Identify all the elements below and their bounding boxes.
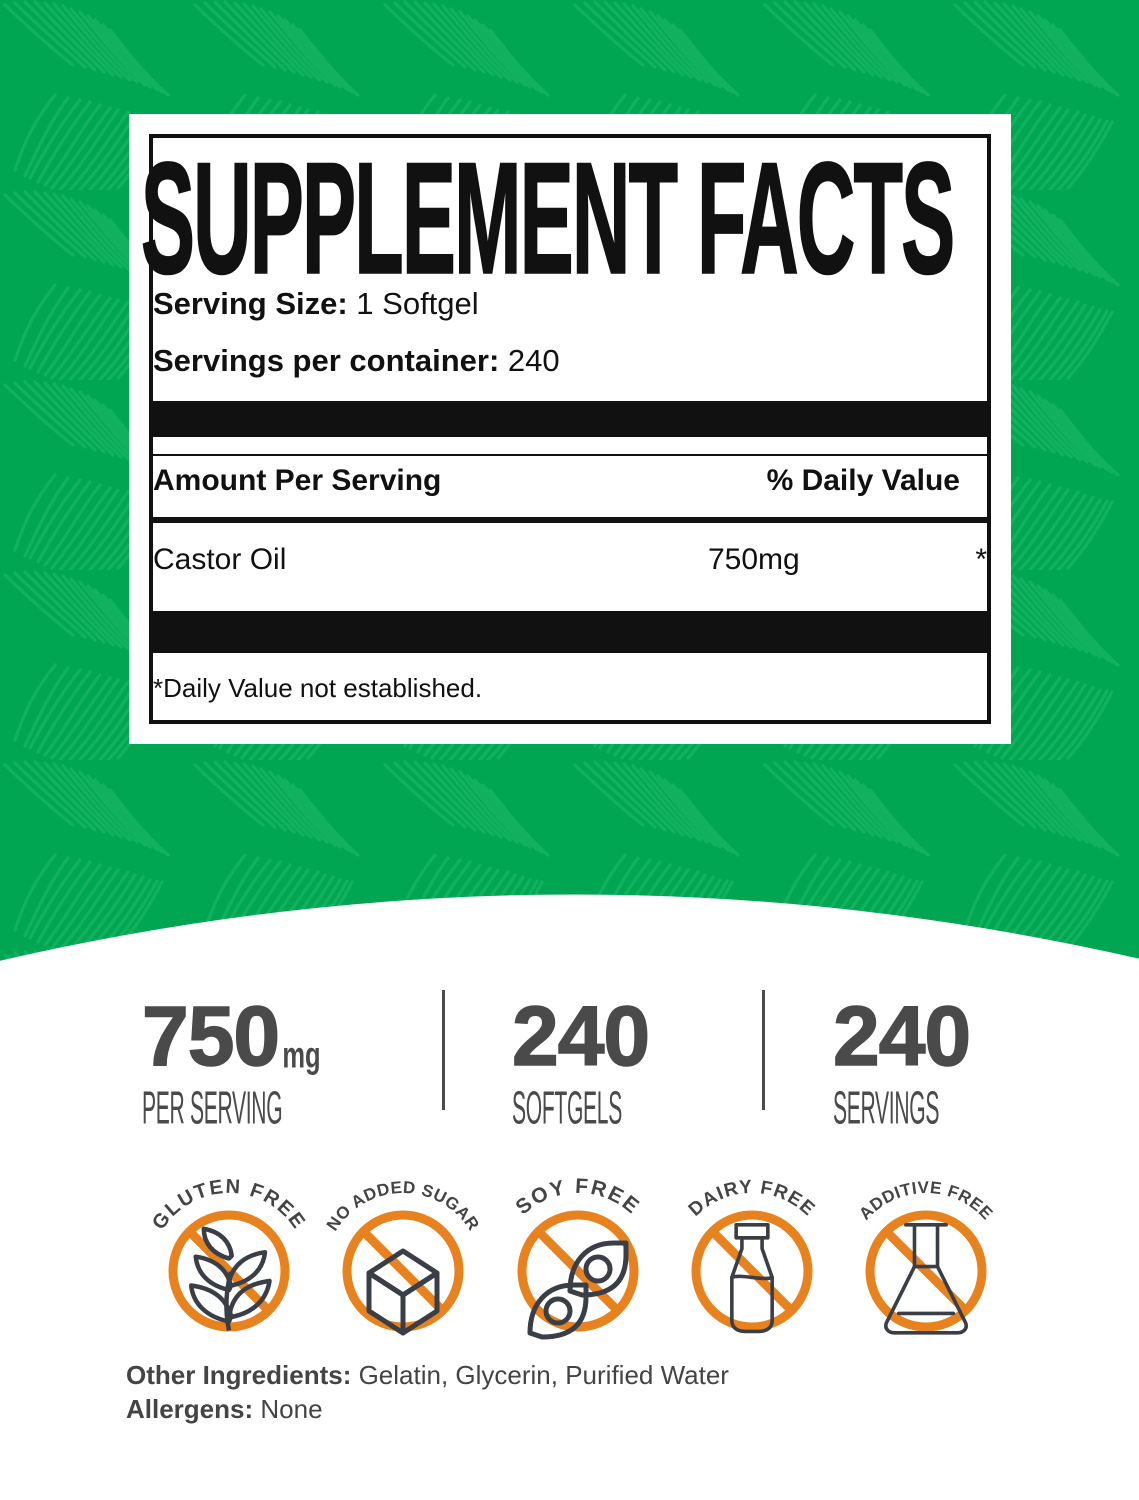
- svg-text:GLUTEN FREE: GLUTEN FREE: [148, 1176, 310, 1234]
- svg-text:NO ADDED SUGAR: NO ADDED SUGAR: [323, 1178, 483, 1234]
